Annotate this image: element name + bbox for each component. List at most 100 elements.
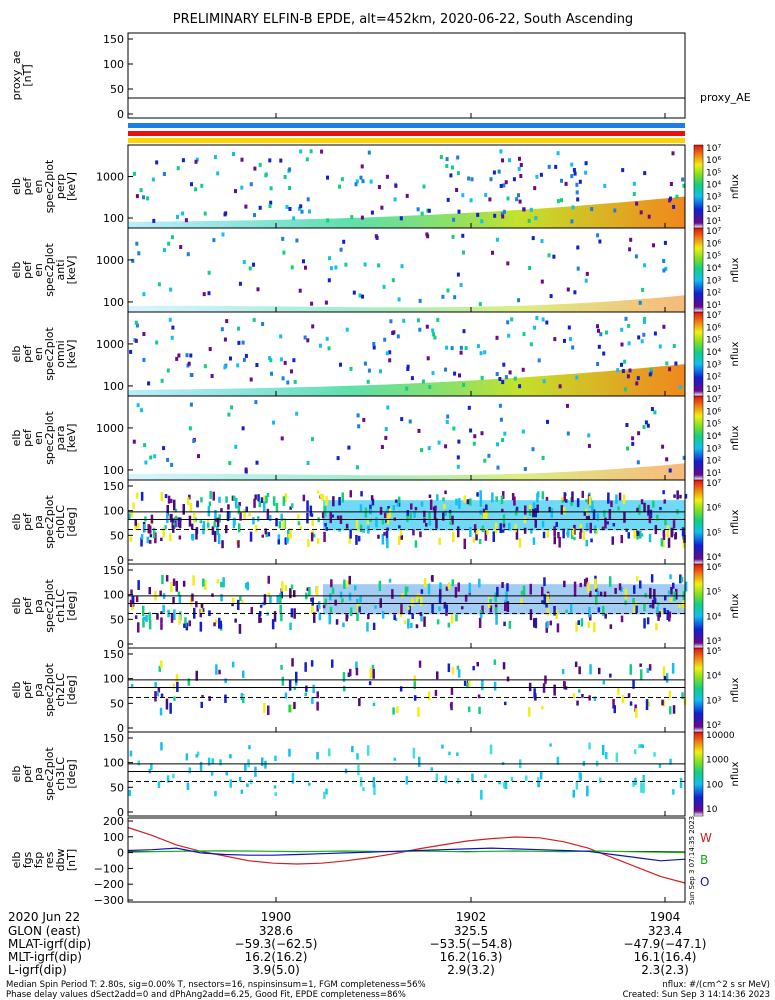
spectrogram-pixel — [222, 577, 225, 588]
spectrogram-pixel — [407, 606, 410, 610]
spectrogram-pixel — [152, 527, 156, 538]
spectrogram-pixel — [354, 585, 357, 591]
spectrogram-pixel — [318, 612, 322, 621]
panel-ylabel-line: spec2plot — [43, 495, 56, 549]
ephemeris-value: 16.2(16.2) — [245, 950, 308, 964]
spectrogram-pixel — [505, 591, 508, 602]
spectrogram-pixel — [371, 498, 375, 506]
spectrogram-pixel — [310, 532, 314, 542]
spectrogram-pixel — [170, 335, 174, 340]
spectrogram-pixel — [436, 494, 439, 501]
spectrogram-pixel — [627, 532, 630, 539]
spectrogram-pixel — [508, 621, 512, 629]
spectrogram-pixel — [226, 510, 230, 522]
panel-ylabel-line: elb — [10, 514, 23, 531]
spectrogram-pixel — [335, 619, 339, 625]
spectrogram-pixel — [457, 582, 460, 592]
ephemeris-value: 323.4 — [648, 924, 682, 938]
spectrogram-pixel — [437, 440, 441, 445]
spectrogram-pixel — [367, 368, 371, 373]
spectrogram-pixel — [628, 247, 632, 252]
spectrogram-pixel — [496, 465, 500, 470]
spectrogram-pixel — [587, 621, 590, 628]
spectrogram-pixel — [312, 684, 315, 694]
spectrogram-pixel — [643, 263, 647, 268]
spectrogram-pixel — [244, 204, 248, 209]
spectrogram-pixel — [579, 532, 582, 539]
spectrogram-pixel — [537, 358, 541, 363]
spectrogram-pixel — [571, 205, 575, 210]
spectrogram-pixel — [640, 499, 644, 505]
spectrogram-pixel — [297, 514, 300, 521]
spectrogram-pixel — [354, 182, 358, 187]
colorbar-tick-label: 10³ — [706, 193, 721, 203]
spectrogram-pixel — [595, 596, 598, 605]
spectrogram-pixel — [311, 519, 314, 527]
spectrogram-pixel — [664, 595, 667, 601]
spectrogram-pixel — [231, 603, 234, 607]
spectrogram-pixel — [498, 377, 502, 381]
spectrogram-pixel — [218, 496, 221, 503]
spectrogram-pixel — [624, 316, 628, 321]
panel-ylabel-line: [deg] — [65, 759, 78, 788]
spectrogram-pixel — [183, 623, 186, 628]
y-tick-label: 50 — [110, 613, 124, 626]
spectrogram-pixel — [592, 509, 596, 520]
spectrogram-pixel — [555, 609, 558, 620]
spectrogram-pixel — [349, 366, 353, 371]
spectrogram-pixel — [639, 530, 642, 539]
spectrogram-pixel — [342, 239, 346, 244]
spectrogram-pixel — [158, 665, 161, 672]
spectrogram-pixel — [625, 528, 628, 532]
spectrogram-pixel — [317, 538, 320, 544]
spectrogram-pixel — [259, 604, 263, 608]
spectrogram-pixel — [501, 158, 504, 163]
spectrogram-pixel — [573, 524, 576, 535]
spectrogram-pixel — [494, 522, 498, 533]
spectrogram-pixel — [284, 585, 288, 592]
spectrogram-pixel — [443, 602, 447, 609]
spectrogram-pixel — [501, 529, 505, 533]
colorbar-tick-label: 10 — [706, 805, 718, 815]
spectrogram-pixel — [211, 526, 215, 535]
spectrogram-pixel — [267, 705, 270, 716]
spectrogram-pixel — [589, 590, 592, 597]
legend-entry: W — [700, 831, 712, 845]
spectrogram-pixel — [394, 499, 398, 503]
spectrogram-pixel — [667, 590, 671, 595]
spectrogram-pixel — [384, 427, 388, 431]
spectrogram-pixel — [272, 420, 275, 425]
spectrogram-pixel — [624, 600, 627, 606]
spectrogram-pixel — [523, 517, 527, 524]
spectrogram-pixel — [643, 171, 647, 176]
spectrogram-pixel — [627, 323, 631, 328]
spectrogram-pixel — [316, 604, 319, 612]
spectrogram-pixel — [336, 456, 340, 461]
spectrogram-pixel — [420, 589, 424, 594]
spectrogram-pixel — [166, 457, 170, 462]
spectrogram-pixel — [312, 533, 316, 538]
spectrogram-pixel — [166, 775, 170, 783]
spectrogram-pixel — [148, 587, 151, 595]
spectrogram-pixel — [633, 529, 636, 539]
spectrogram-pixel — [166, 513, 169, 523]
spectrogram-pixel — [174, 508, 178, 513]
spectrogram-pixel — [129, 349, 133, 354]
spectrogram-pixel — [195, 670, 198, 681]
spectrogram-pixel — [478, 302, 482, 307]
spectrogram-pixel — [513, 376, 517, 381]
spectrogram-pixel — [164, 525, 167, 530]
spectrogram-pixel — [273, 611, 277, 622]
spectrogram-pixel — [464, 594, 468, 602]
spectrogram-pixel — [400, 417, 404, 422]
panel-ylabel-line: spec2plot — [43, 579, 56, 633]
spectrogram-pixel — [670, 528, 673, 538]
spectrogram-pixel — [602, 606, 605, 616]
spectrogram-pixel — [501, 380, 505, 385]
spectrogram-pixel — [131, 596, 134, 602]
spectrogram-pixel — [269, 358, 273, 363]
spectrogram-pixel — [517, 193, 520, 198]
spectrogram-pixel — [674, 532, 678, 539]
colorbar-tick-label: 10⁷ — [706, 311, 721, 321]
spectrogram-pixel — [555, 521, 558, 527]
